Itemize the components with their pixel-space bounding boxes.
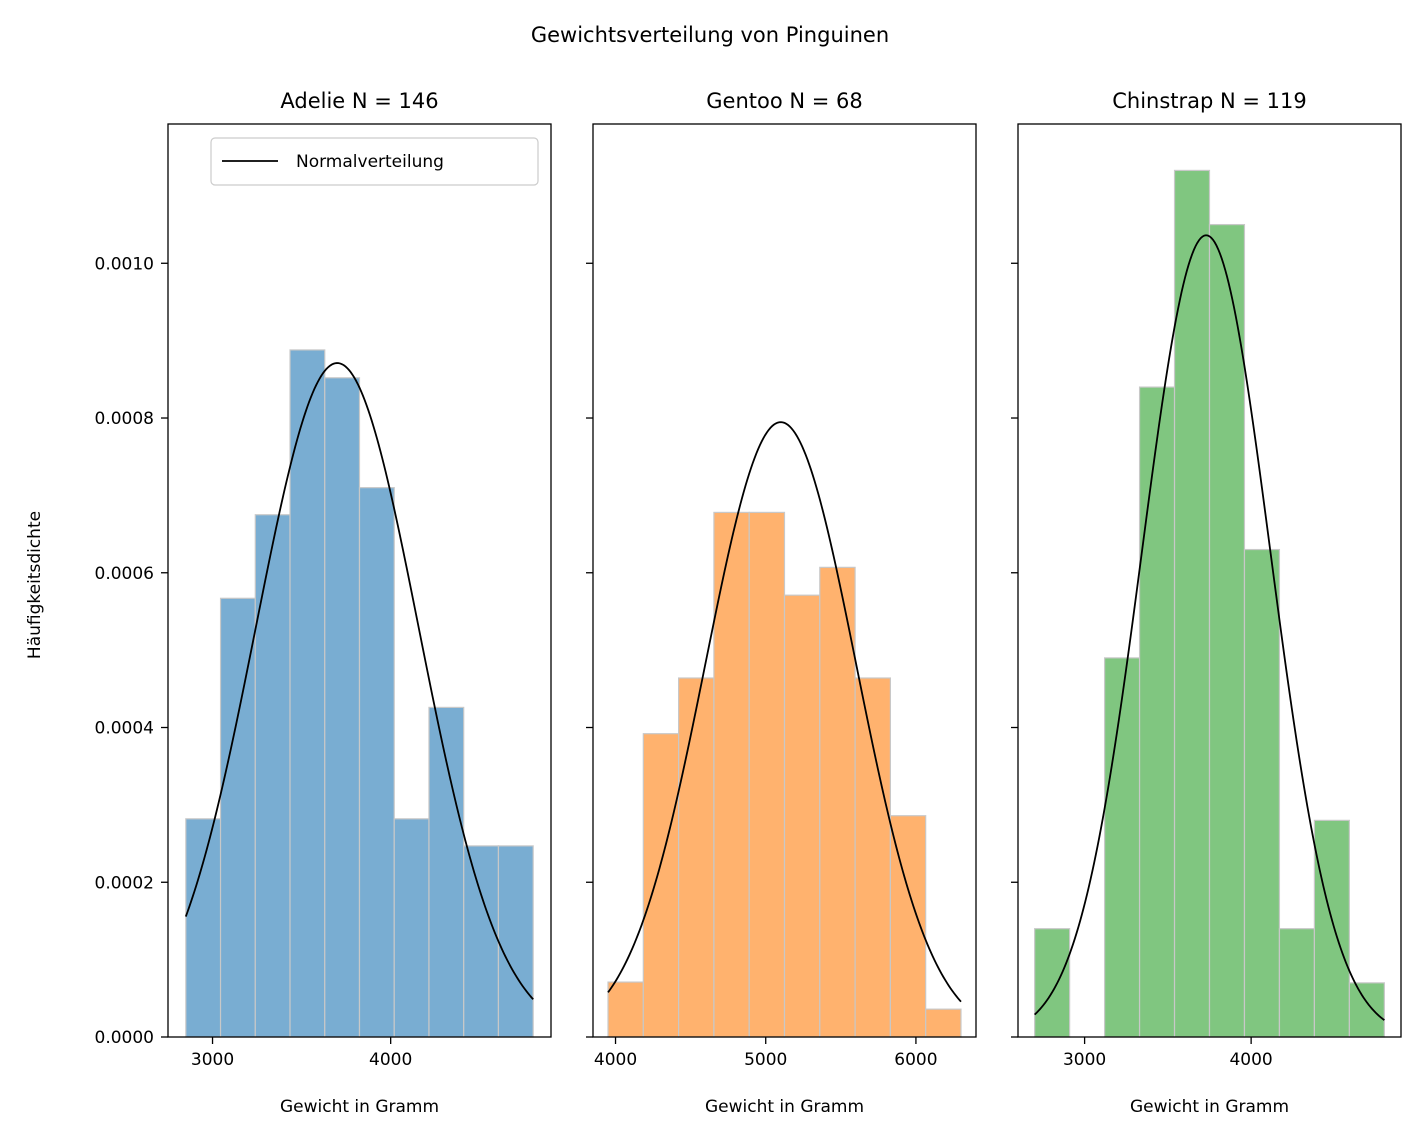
- histogram-bar: [1138, 386, 1176, 1038]
- histogram-bar: [1243, 548, 1281, 1038]
- y-tick-label: 0.0000: [95, 1028, 154, 1048]
- panel-2: 4000 5000 6000 Gentoo N = 68 Gewicht in Gram…: [586, 89, 977, 1117]
- histogram-bar: [713, 511, 750, 1038]
- histogram-bar: [748, 511, 786, 1038]
- histogram-bar: [219, 597, 256, 1038]
- histogram-bar: [1103, 657, 1141, 1038]
- histogram-bar: [463, 845, 500, 1038]
- axes-frame: [167, 123, 552, 1038]
- histogram-bar: [783, 594, 821, 1038]
- x-tick-label: 4000: [1229, 1050, 1272, 1070]
- x-tick-label: 4000: [594, 1050, 637, 1070]
- histogram-bar: [254, 514, 291, 1038]
- normal-curve: [184, 362, 534, 1000]
- panel-title: Adelie N = 146: [280, 89, 438, 113]
- histogram-bar: [393, 818, 430, 1038]
- y-tick-label: 0.0002: [95, 873, 154, 893]
- y-tick-label: 0.0010: [95, 254, 154, 274]
- x-tick-label: 3000: [191, 1050, 234, 1070]
- x-tick-label: 3000: [1063, 1050, 1106, 1070]
- histogram-bar: [185, 818, 222, 1038]
- y-tick-label: 0.0004: [95, 719, 154, 739]
- legend-box: [210, 137, 539, 186]
- histogram-bar: [925, 1008, 962, 1038]
- histogram-bar: [1208, 223, 1246, 1038]
- x-tick-label: 5000: [744, 1050, 787, 1070]
- histogram-bar: [1313, 819, 1350, 1038]
- histogram-bar: [428, 706, 465, 1038]
- x-axis-label: Gewicht in Gramm: [1130, 1097, 1289, 1117]
- histogram-bar: [289, 349, 326, 1038]
- y-tick-label: 0.0006: [95, 564, 154, 584]
- histogram-bar: [642, 733, 680, 1038]
- axes-frame: [1017, 123, 1402, 1038]
- panel-title: Gentoo N = 68: [706, 89, 863, 113]
- panel-1: 3000 4000 0.0000 0.0002 0.0004 0.0006 0.0008 0.…: [95, 89, 552, 1117]
- panel-3: 3000 4000 Chinstrap N = 119 Gewicht in Gram…: [1011, 89, 1402, 1117]
- y-axis-label: Häufigkeitsdichte: [25, 511, 45, 659]
- axes-frame: [592, 123, 977, 1038]
- legend: Normalverteilung: [210, 137, 539, 186]
- y-tick-label: 0.0008: [95, 409, 154, 429]
- figure-title: Gewichtsverteilung von Pinguinen: [531, 23, 889, 47]
- x-tick-label: 4000: [369, 1050, 412, 1070]
- panel-title: Chinstrap N = 119: [1112, 89, 1307, 113]
- histogram-bar: [358, 487, 395, 1038]
- histogram-bar: [324, 377, 361, 1038]
- histogram-bar: [607, 981, 644, 1038]
- x-axis-label: Gewicht in Gramm: [280, 1097, 439, 1117]
- histogram-bar: [678, 677, 715, 1038]
- histogram-bar: [819, 566, 856, 1038]
- histogram-bar: [1034, 928, 1071, 1038]
- histogram-bar: [1348, 982, 1385, 1038]
- histogram-bar: [497, 845, 534, 1038]
- x-axis-label: Gewicht in Gramm: [705, 1097, 864, 1117]
- normal-curve: [1034, 234, 1385, 1021]
- legend-label: Normalverteilung: [296, 152, 444, 172]
- histogram-bar: [854, 677, 891, 1038]
- normal-curve: [607, 421, 962, 1003]
- x-tick-label: 6000: [894, 1050, 937, 1070]
- histogram-bar: [1278, 928, 1316, 1038]
